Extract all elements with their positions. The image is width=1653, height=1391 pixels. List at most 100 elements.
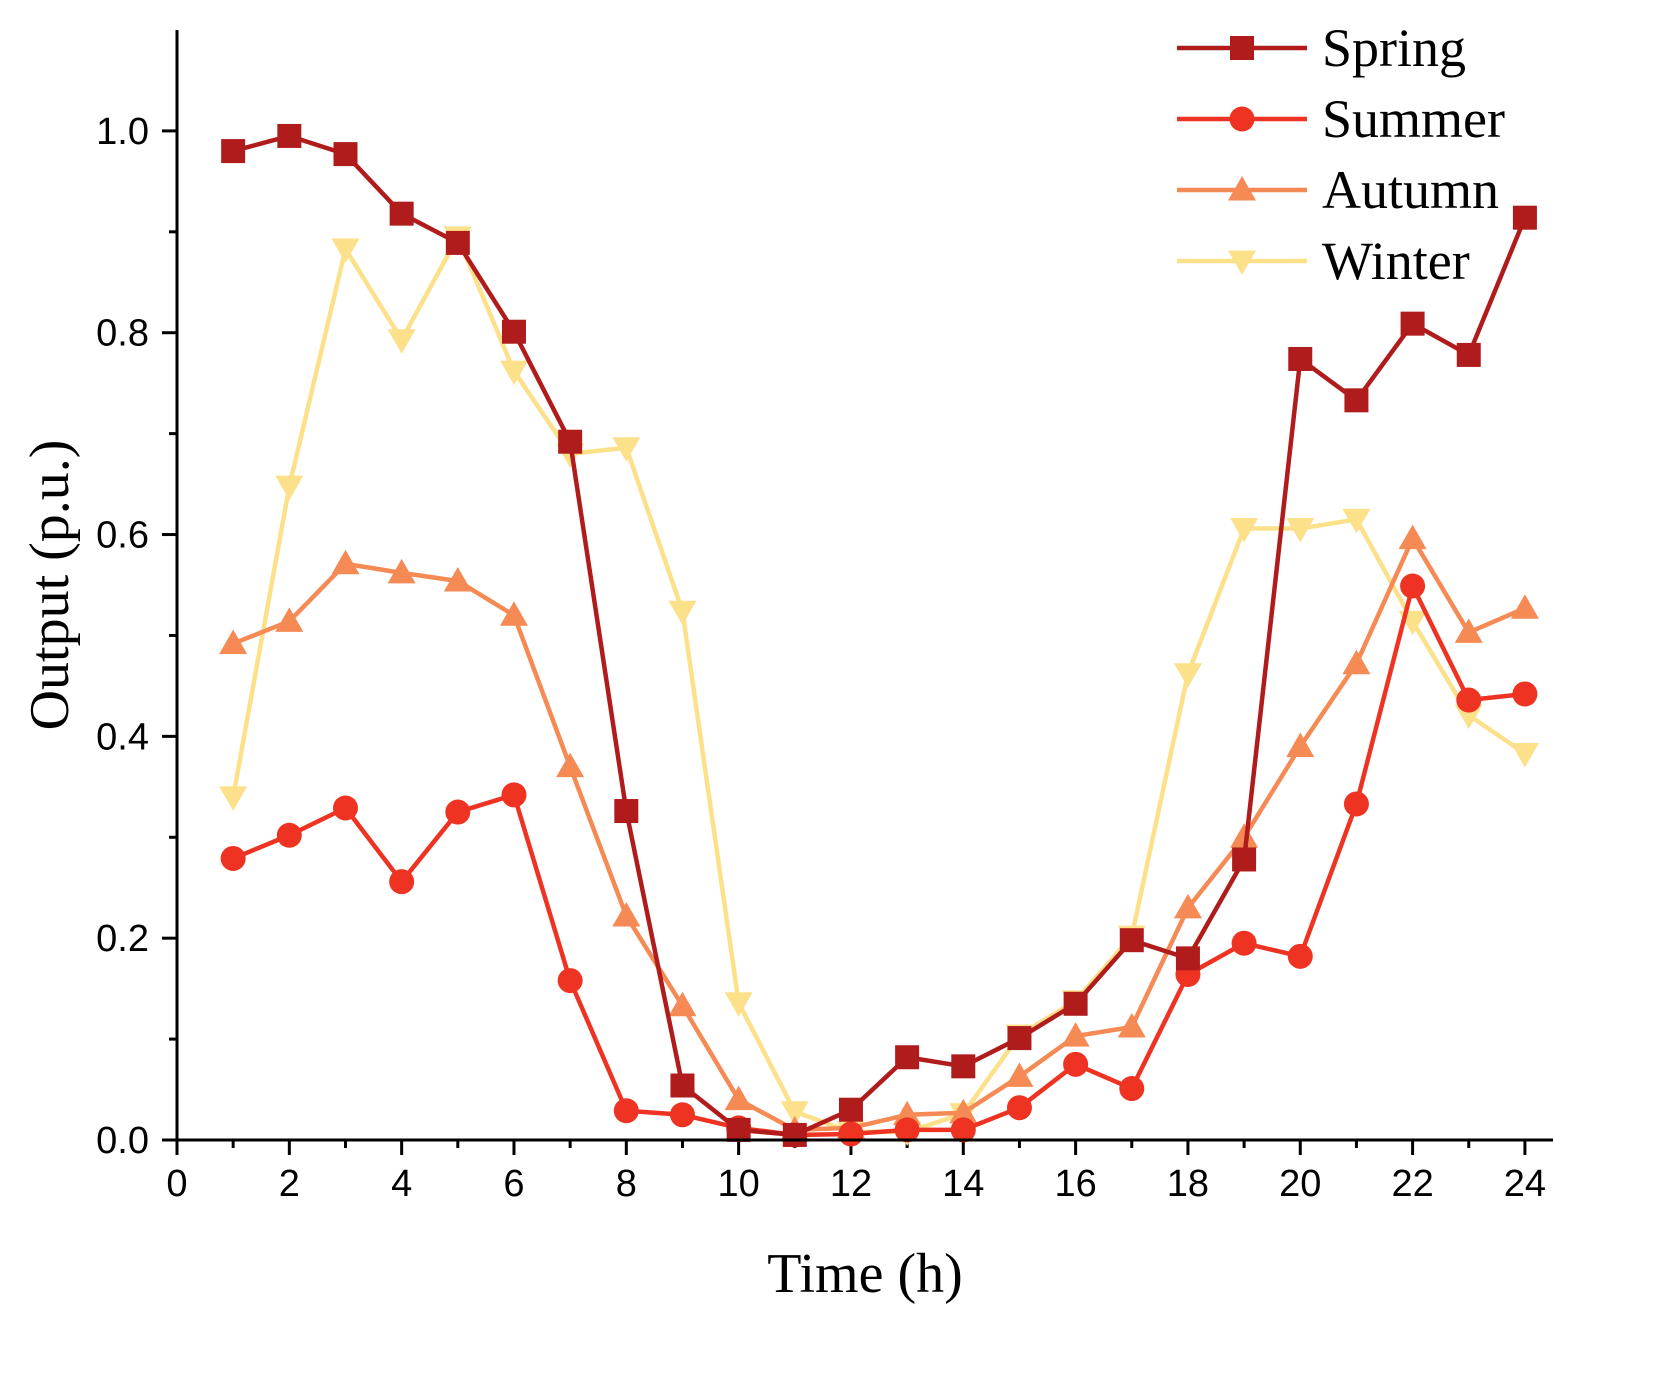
- data-point-summer: [220, 845, 246, 871]
- x-tick-label: 10: [717, 1163, 759, 1205]
- data-point-summer: [1343, 791, 1369, 817]
- x-tick-label: 0: [166, 1163, 187, 1205]
- data-point-summer: [1006, 1095, 1032, 1121]
- data-point-autumn: [893, 1100, 922, 1126]
- legend-marker: [1228, 176, 1256, 201]
- data-point-spring: [614, 799, 639, 824]
- y-tick-label: 1.0: [96, 111, 149, 153]
- data-point-spring: [1175, 946, 1200, 971]
- data-point-summer: [557, 968, 583, 994]
- data-point-spring: [501, 319, 526, 344]
- data-point-summer: [1512, 681, 1538, 707]
- series-line-autumn: [232, 536, 1526, 1133]
- data-point-winter: [275, 475, 304, 501]
- data-point-spring: [558, 429, 583, 454]
- y-tick-label: 0.0: [96, 1120, 149, 1162]
- series-line-summer: [232, 583, 1526, 1138]
- y-axis-title: Output (p.u.): [19, 440, 81, 731]
- data-point-autumn: [331, 549, 360, 575]
- data-point-summer: [669, 1102, 695, 1128]
- data-point-spring: [1007, 1026, 1032, 1051]
- legend-item-winter: Winter: [1177, 231, 1470, 291]
- legend-item-summer: Summer: [1177, 89, 1505, 149]
- x-tick-label: 24: [1504, 1163, 1546, 1205]
- legend-marker: [1228, 250, 1256, 275]
- data-point-winter: [1230, 517, 1259, 543]
- data-point-autumn: [219, 629, 248, 655]
- data-point-summer: [950, 1117, 976, 1143]
- series-spring: [221, 123, 1537, 1147]
- data-point-spring: [221, 139, 246, 164]
- data-point-winter: [780, 1101, 809, 1126]
- x-tick-label: 12: [830, 1163, 872, 1205]
- data-point-spring: [1456, 342, 1481, 367]
- data-point-spring: [277, 123, 302, 148]
- series-summer: [220, 573, 1538, 1148]
- data-point-autumn: [1230, 823, 1259, 848]
- legend-label: Summer: [1322, 89, 1505, 149]
- data-point-autumn: [1398, 524, 1427, 550]
- x-tick-label: 6: [503, 1163, 524, 1205]
- data-point-summer: [276, 822, 302, 848]
- legend-label: Spring: [1322, 18, 1466, 78]
- data-point-autumn: [1173, 893, 1202, 919]
- data-point-spring: [1344, 388, 1369, 413]
- data-point-winter: [1286, 517, 1315, 543]
- x-tick-label: 14: [942, 1163, 984, 1205]
- data-point-autumn: [949, 1098, 978, 1124]
- series-line-winter: [230, 234, 1527, 1135]
- data-point-spring: [1063, 991, 1088, 1016]
- data-point-summer: [332, 795, 358, 821]
- data-point-summer: [1456, 687, 1482, 713]
- x-tick-label: 18: [1167, 1163, 1209, 1205]
- data-point-autumn: [1342, 649, 1371, 675]
- data-point-summer: [445, 799, 471, 825]
- data-point-winter: [331, 238, 360, 263]
- legend-item-autumn: Autumn: [1177, 160, 1499, 220]
- x-axis-title: Time (h): [767, 1243, 963, 1305]
- data-point-autumn: [1510, 594, 1539, 619]
- legend-marker: [1229, 106, 1255, 132]
- data-point-winter: [668, 600, 697, 626]
- legend-item-spring: Spring: [1177, 18, 1466, 78]
- data-point-autumn: [1454, 618, 1483, 643]
- data-point-spring: [838, 1097, 863, 1122]
- data-point-spring: [1512, 205, 1537, 230]
- data-point-spring: [726, 1117, 751, 1142]
- data-point-winter: [1510, 743, 1539, 768]
- data-point-winter: [724, 992, 753, 1017]
- data-point-winter: [1173, 663, 1202, 688]
- data-point-autumn: [724, 1085, 753, 1111]
- data-point-spring: [1119, 928, 1144, 953]
- data-point-autumn: [499, 601, 528, 626]
- data-point-spring: [951, 1054, 976, 1079]
- series-autumn: [219, 524, 1539, 1141]
- data-point-spring: [445, 230, 470, 255]
- legend-label: Autumn: [1322, 160, 1499, 220]
- data-point-winter: [219, 786, 248, 811]
- data-point-summer: [613, 1098, 639, 1124]
- data-point-spring: [1232, 847, 1257, 872]
- y-tick-label: 0.2: [96, 918, 149, 960]
- y-tick-label: 0.6: [96, 515, 149, 557]
- data-point-summer: [1287, 943, 1313, 969]
- x-tick-label: 20: [1279, 1163, 1321, 1205]
- x-tick-label: 4: [391, 1163, 412, 1205]
- data-point-spring: [333, 142, 358, 167]
- data-point-spring: [1288, 346, 1313, 371]
- data-point-autumn: [612, 901, 641, 927]
- data-point-spring: [1400, 311, 1425, 336]
- x-axis-ticks: 0 2 4 6 8 10 12 14 16 18 20 22 24: [166, 1140, 1546, 1205]
- y-tick-label: 0.8: [96, 313, 149, 355]
- data-point-winter: [387, 329, 416, 354]
- data-point-autumn: [1117, 1012, 1146, 1038]
- data-point-autumn: [1005, 1062, 1034, 1087]
- data-point-winter: [1454, 704, 1483, 730]
- data-point-winter: [499, 360, 528, 386]
- data-point-summer: [1231, 930, 1257, 956]
- data-point-autumn: [443, 566, 472, 592]
- legend-marker: [1230, 36, 1254, 60]
- data-point-winter: [612, 437, 641, 462]
- series-layer: [219, 123, 1539, 1148]
- data-point-summer: [894, 1117, 920, 1143]
